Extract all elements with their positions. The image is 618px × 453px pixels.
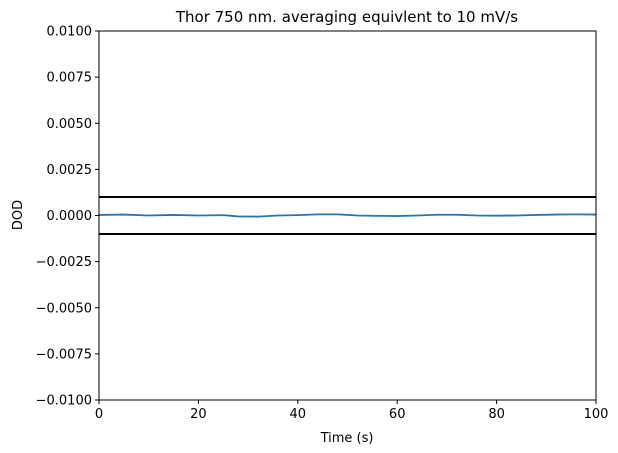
x-axis: 0 20 40 60 80 100 [95, 400, 609, 422]
y-tick-label: 0.0075 [47, 71, 93, 86]
x-tick-label: 60 [389, 407, 406, 422]
y-tick-label: 0.0050 [47, 117, 93, 132]
y-tick-label: 0.0000 [47, 209, 93, 224]
x-tick-label: 40 [290, 407, 307, 422]
y-axis-label: DOD [11, 200, 26, 230]
chart-title: Thor 750 nm. averaging equivlent to 10 m… [175, 8, 518, 26]
x-tick-label: 80 [488, 407, 505, 422]
series-layer [98, 213, 597, 218]
y-tick-label: −0.0050 [36, 301, 92, 316]
x-tick-label: 0 [95, 407, 103, 422]
x-tick-label: 100 [584, 407, 609, 422]
reference-lines [99, 196, 596, 235]
x-tick-label: 20 [190, 407, 207, 422]
x-axis-label: Time (s) [320, 431, 374, 446]
series-line [98, 213, 597, 218]
y-axis: 0.0100 0.0075 0.0050 0.0025 0.0000 −0.0025 −0.… [36, 25, 99, 409]
y-tick-label: 0.0025 [47, 163, 93, 178]
y-tick-label: −0.0075 [36, 347, 92, 362]
y-tick-label: −0.0025 [36, 255, 92, 270]
y-tick-label: 0.0100 [47, 25, 93, 40]
y-tick-label: −0.0100 [36, 394, 92, 409]
